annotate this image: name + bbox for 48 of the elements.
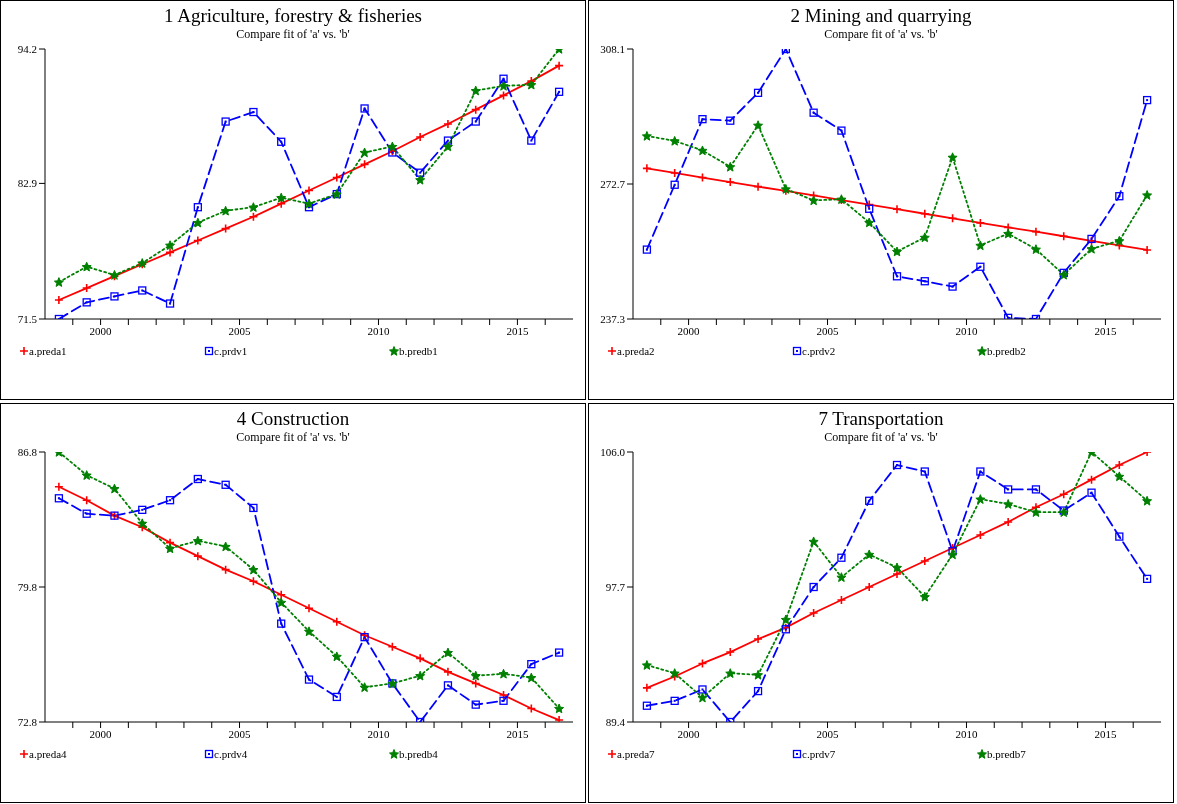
x-tick-label: 2015 — [1094, 324, 1117, 337]
chart-title: 4 Construction — [235, 408, 351, 430]
chart-subtitle: Compare fit of 'a' vs. 'b' — [823, 27, 939, 41]
x-tick-label: 2010 — [367, 324, 390, 337]
chart-subtitle: Compare fit of 'a' vs. 'b' — [823, 430, 939, 444]
chart-title: 2 Mining and quarrying — [789, 5, 973, 27]
x-tick-label: 2010 — [955, 727, 978, 740]
x-tick-label: 2015 — [1094, 727, 1117, 740]
legend-label: b.predb2 — [987, 345, 1026, 357]
legend-label: c.prdv4 — [214, 748, 248, 760]
legend-label: b.predb7 — [987, 748, 1026, 760]
chart-subtitle: Compare fit of 'a' vs. 'b' — [235, 27, 351, 41]
y-tick-label: 86.8 — [17, 445, 38, 458]
y-tick-label: 82.9 — [17, 177, 38, 190]
y-tick-label: 97.7 — [605, 580, 626, 593]
x-tick-label: 2005 — [816, 324, 840, 337]
x-tick-label: 2000 — [89, 727, 113, 740]
x-tick-label: 2015 — [506, 324, 529, 337]
chart-title: 1 Agriculture, forestry & fisheries — [163, 5, 423, 27]
legend-label: c.prdv2 — [802, 345, 836, 357]
legend-label: c.prdv7 — [802, 748, 836, 760]
x-tick-label: 2010 — [955, 324, 978, 337]
x-tick-label: 2000 — [677, 324, 701, 337]
y-tick-label: 89.4 — [605, 715, 626, 728]
x-tick-label: 2000 — [677, 727, 701, 740]
legend-label: c.prdv1 — [214, 345, 248, 357]
y-tick-label: 308.1 — [600, 42, 625, 55]
x-tick-label: 2015 — [506, 727, 529, 740]
x-tick-label: 2005 — [228, 324, 252, 337]
y-tick-label: 94.2 — [17, 42, 37, 55]
y-tick-label: 237.3 — [600, 312, 626, 325]
x-tick-label: 2000 — [89, 324, 113, 337]
legend-label: b.predb1 — [399, 345, 438, 357]
y-tick-label: 272.7 — [600, 177, 626, 190]
legend-label: a.preda1 — [29, 345, 67, 357]
legend-label: a.preda7 — [617, 748, 655, 760]
chart-title: 7 Transportation — [817, 408, 945, 430]
y-tick-label: 106.0 — [600, 445, 626, 458]
x-tick-label: 2010 — [367, 727, 390, 740]
y-tick-label: 79.8 — [17, 580, 38, 593]
legend-label: b.predb4 — [399, 748, 438, 760]
y-tick-label: 72.8 — [17, 715, 38, 728]
x-tick-label: 2005 — [228, 727, 252, 740]
legend-label: a.preda2 — [617, 345, 655, 357]
y-tick-label: 71.5 — [17, 312, 38, 325]
x-tick-label: 2005 — [816, 727, 840, 740]
chart-subtitle: Compare fit of 'a' vs. 'b' — [235, 430, 351, 444]
legend-label: a.preda4 — [29, 748, 67, 760]
